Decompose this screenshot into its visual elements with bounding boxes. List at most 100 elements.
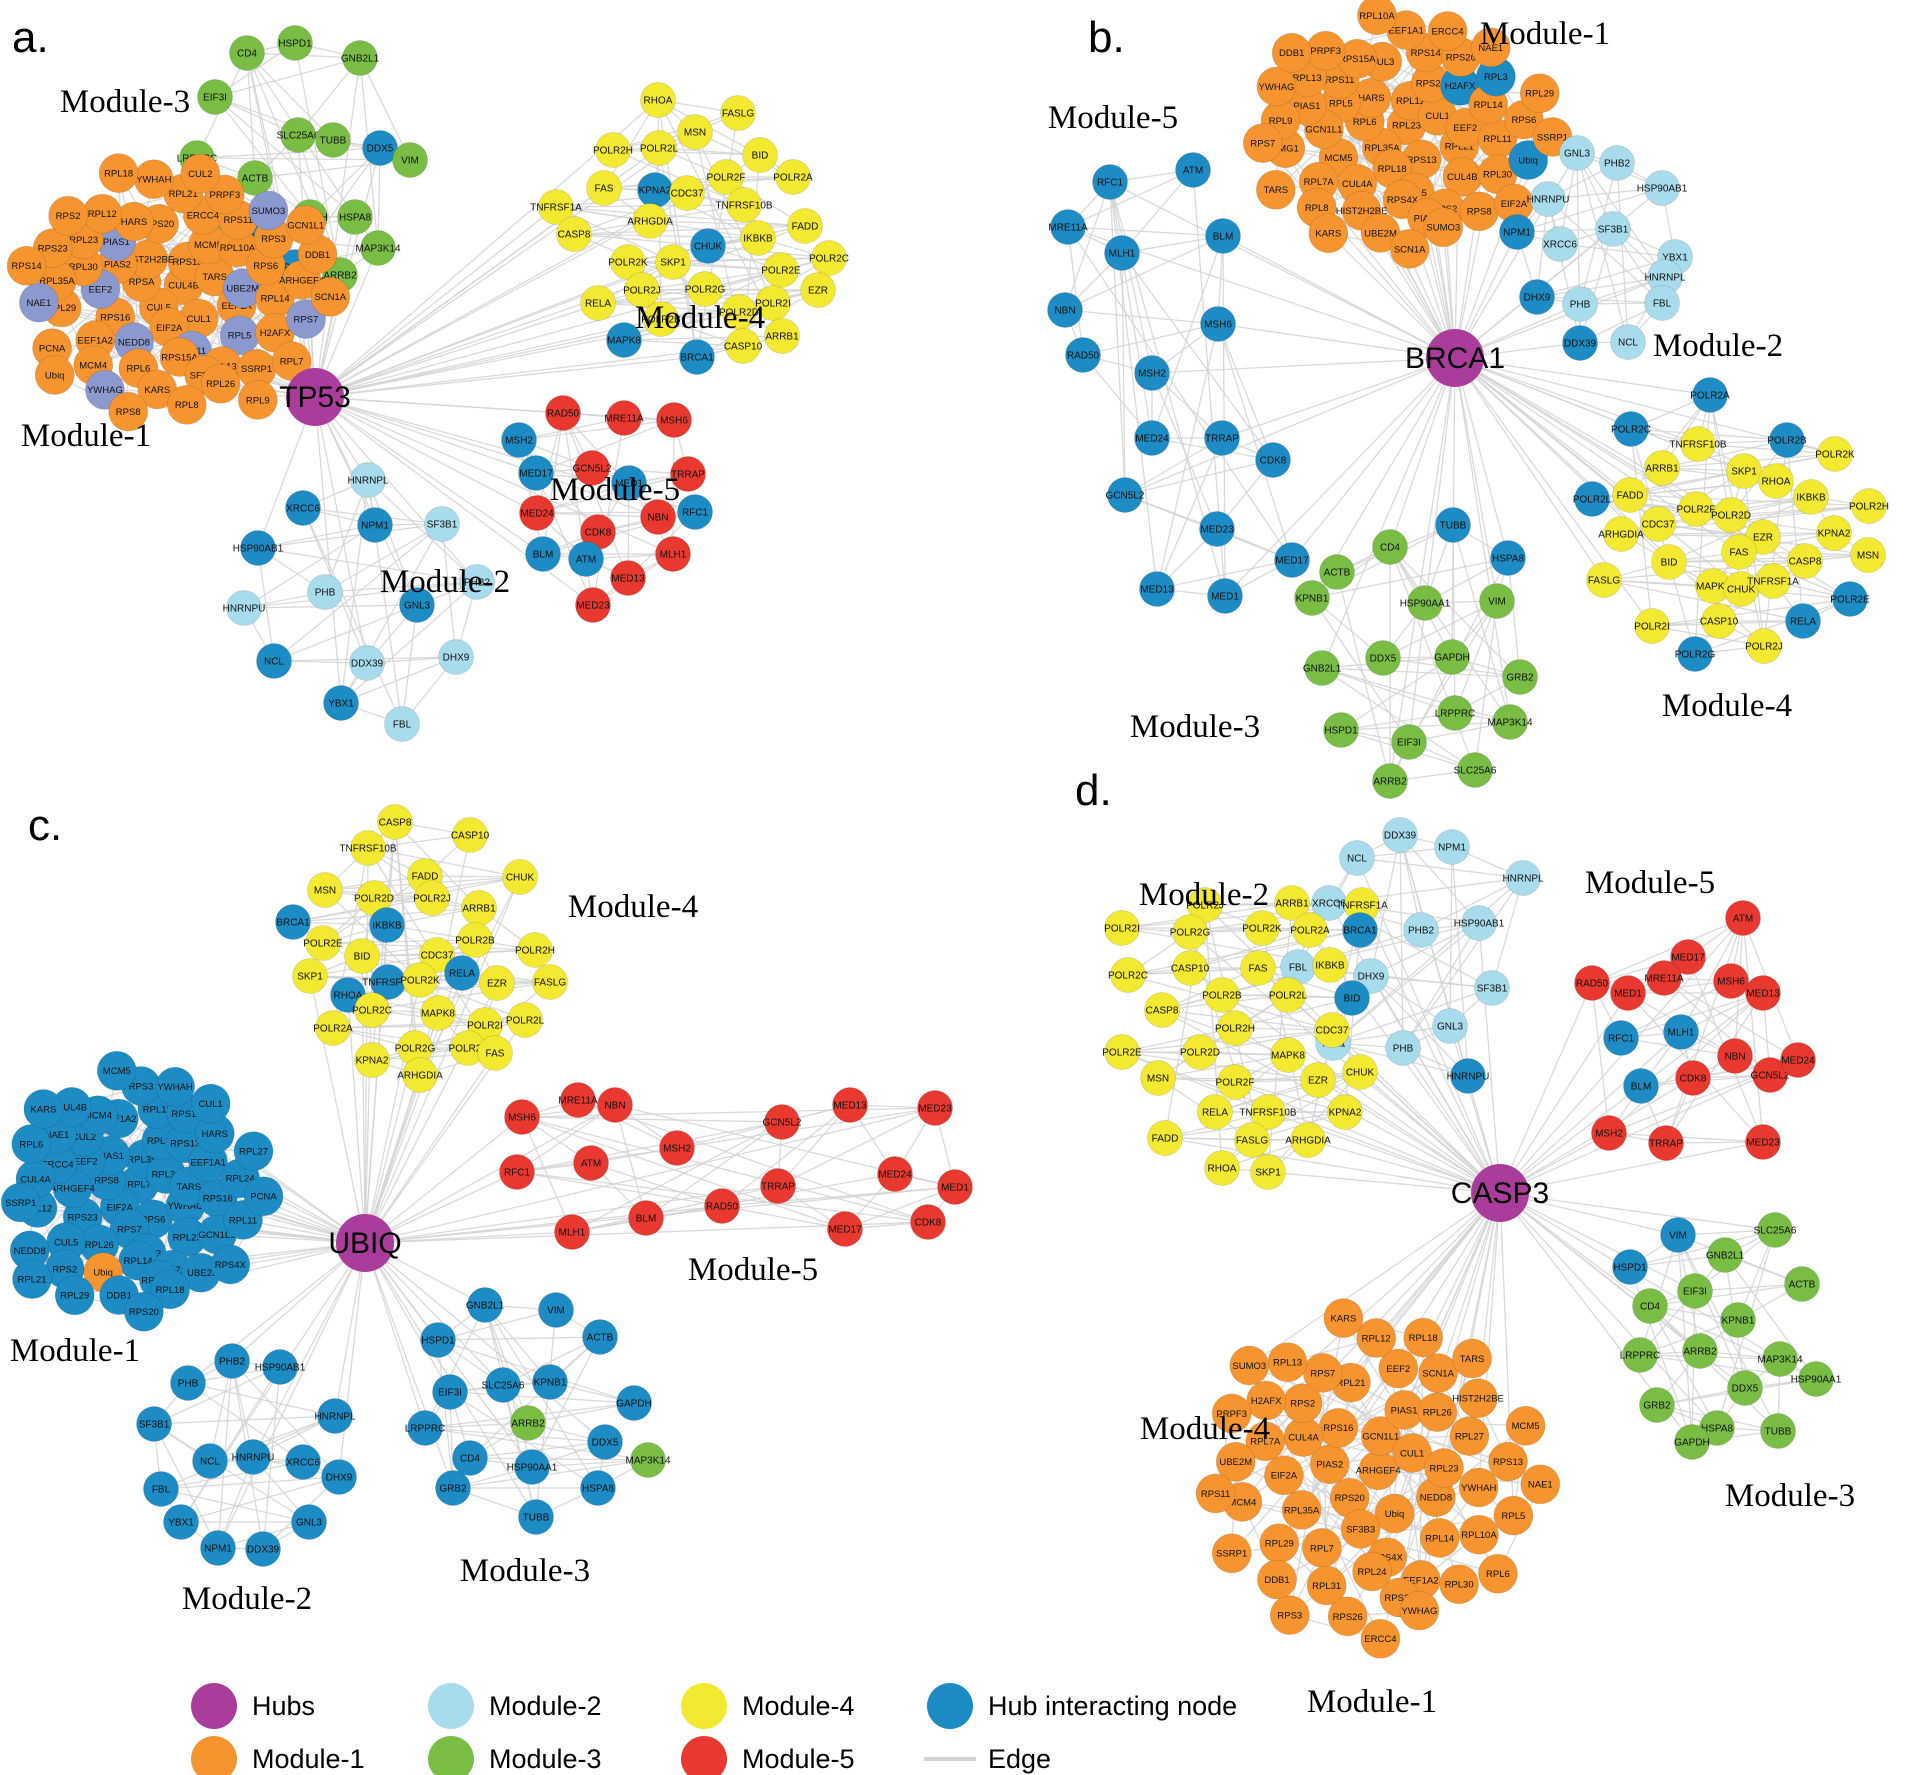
node-label-TNFRSF1A: TNFRSF1A xyxy=(530,202,582,213)
node-label-VIM: VIM xyxy=(547,1305,565,1316)
node-RPL18 xyxy=(1403,1317,1444,1358)
node-label-KPNB1: KPNB1 xyxy=(534,1377,567,1388)
node-label-KPNA2: KPNA2 xyxy=(1818,528,1851,539)
node-label-CHUK: CHUK xyxy=(1346,1067,1375,1078)
node-label-RPL7: RPL7 xyxy=(1310,1543,1334,1554)
node-label-ARRB1: ARRB1 xyxy=(1645,463,1679,474)
edge xyxy=(721,1205,846,1230)
node-MSH6 xyxy=(1200,306,1236,342)
node-BID xyxy=(1334,980,1370,1016)
hub-edge xyxy=(1267,1171,1501,1194)
node-label-MAPK8: MAPK8 xyxy=(607,335,641,346)
node-GCN5L2 xyxy=(1752,1057,1788,1093)
node-MED23 xyxy=(917,1090,953,1126)
node-label-YWHAH: YWHAH xyxy=(136,175,172,186)
node-label-HSPD1: HSPD1 xyxy=(421,1335,455,1346)
nodes: CASP8 CASP10 TNFRSF10B FADD CHUK MSN POLR2D POL… xyxy=(0,804,973,1567)
node-label-SLC25A6: SLC25A6 xyxy=(1454,765,1497,776)
edge xyxy=(536,473,689,514)
hub-edge xyxy=(364,979,421,1244)
nodes: RFC1 ATM MRE11A MLH1 BLM NBN MSH6 RAD50 MSH2 MED2… xyxy=(1047,0,1889,799)
node-label-RPS20: RPS20 xyxy=(1335,1493,1365,1504)
node-label-MED1: MED1 xyxy=(1614,988,1642,999)
node-label-POLR2G: POLR2G xyxy=(395,1043,436,1054)
edge xyxy=(1151,235,1224,439)
node-label-POLR2J: POLR2J xyxy=(1186,900,1224,911)
legend-label-module-2: Module-2 xyxy=(489,1691,602,1721)
hub-edge xyxy=(314,396,342,704)
edge xyxy=(623,339,744,347)
edge xyxy=(1454,600,1498,714)
module-label-module-3: Module-3 xyxy=(1725,1478,1855,1514)
node-label-FBL: FBL xyxy=(1653,298,1672,309)
node-label-SF3B1: SF3B1 xyxy=(1598,224,1629,235)
node-label-RHOA: RHOA xyxy=(1762,476,1791,487)
node-RFC1 xyxy=(677,494,713,530)
node-MSH6 xyxy=(1713,963,1749,999)
edge xyxy=(1399,834,1480,924)
legend-icon-module-3 xyxy=(428,1736,474,1775)
node-label-CDK8: CDK8 xyxy=(915,1217,942,1228)
node-label-MAP3K14: MAP3K14 xyxy=(355,243,400,254)
node-POLR2F xyxy=(1217,1064,1253,1100)
node-label-CDK8: CDK8 xyxy=(585,527,612,538)
node-label-MSH2: MSH2 xyxy=(505,435,533,446)
node-POLR2E xyxy=(1832,581,1868,617)
node-label-RPL8: RPL8 xyxy=(1305,203,1329,214)
node-HSP90AB1 xyxy=(240,530,276,566)
node-GCN1L1 xyxy=(285,205,326,245)
node-label-FAS: FAS xyxy=(1730,547,1749,558)
node-label-DHX9: DHX9 xyxy=(1358,971,1385,982)
hub-edge xyxy=(1451,357,1456,658)
edge xyxy=(521,1116,783,1123)
node-label-RFC1: RFC1 xyxy=(682,507,709,518)
node-label-HSPD1: HSPD1 xyxy=(1613,1262,1647,1273)
hub-edge xyxy=(1221,357,1456,439)
node-ACTB xyxy=(1319,554,1355,590)
node-label-NBN: NBN xyxy=(1054,305,1075,316)
node-MRE11A xyxy=(560,1082,596,1118)
node-label-EIF3I: EIF3I xyxy=(1683,1286,1707,1297)
node-RPL31 xyxy=(1306,1565,1347,1606)
edge xyxy=(542,412,564,555)
node-label-POLR2L: POLR2L xyxy=(506,1015,545,1026)
edge xyxy=(612,112,739,151)
node-CHUK xyxy=(502,859,538,895)
node-EIF3I xyxy=(1391,724,1427,760)
module-label-module-2: Module-2 xyxy=(380,564,510,600)
node-label-MSH2: MSH2 xyxy=(663,1143,691,1154)
node-label-MED24: MED24 xyxy=(1135,433,1169,444)
node-label-MED1: MED1 xyxy=(615,478,643,489)
node-VIM xyxy=(538,1292,574,1328)
node-label-RPS23: RPS23 xyxy=(1384,1593,1414,1604)
edge xyxy=(521,1116,573,1233)
node-POLR2C xyxy=(811,240,847,276)
hub-edge xyxy=(1375,1192,1501,1339)
node-label-CASP10: CASP10 xyxy=(1700,616,1739,627)
node-label-TUBB: TUBB xyxy=(1440,520,1467,531)
node-label-HNRNPL: HNRNPL xyxy=(1502,873,1544,884)
edge xyxy=(1067,226,1293,561)
node-label-HSP90AB1: HSP90AB1 xyxy=(1637,183,1688,194)
node-MSH2 xyxy=(1134,355,1170,391)
node-GNL3 xyxy=(1559,135,1595,171)
node-GNL3 xyxy=(399,587,435,623)
node-label-HARS: HARS xyxy=(1358,93,1384,104)
node-GRB2 xyxy=(1639,1387,1675,1423)
node-label-DDX5: DDX5 xyxy=(367,143,394,154)
node-MSN xyxy=(307,872,343,908)
node-label-PHB2: PHB2 xyxy=(219,1356,246,1367)
node-label-IKBKB: IKBKB xyxy=(372,920,402,931)
edge xyxy=(1370,922,1480,977)
node-MSH6 xyxy=(656,402,692,438)
node-label-RPS7: RPS7 xyxy=(1250,139,1275,150)
hub-node-CASP3 xyxy=(1471,1164,1529,1222)
node-label-DDB1: DDB1 xyxy=(1279,48,1304,59)
hub-edge xyxy=(347,994,366,1244)
node-label-HNRNPU: HNRNPU xyxy=(1447,1071,1490,1082)
edge xyxy=(1663,977,1799,1061)
edge xyxy=(672,261,782,271)
node-EZR xyxy=(800,272,836,308)
edge xyxy=(273,523,443,662)
